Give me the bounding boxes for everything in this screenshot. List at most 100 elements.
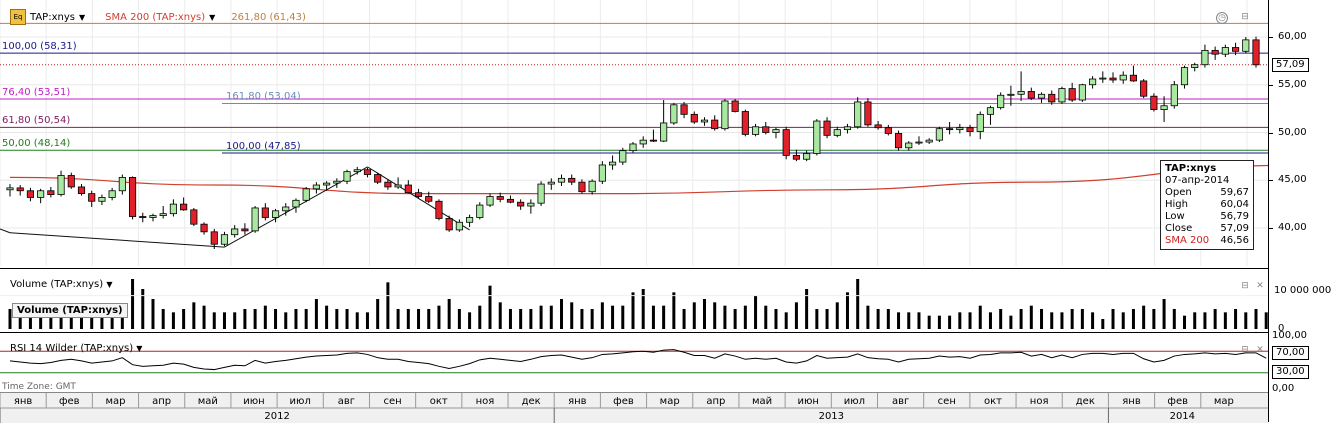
volume-bar	[457, 309, 461, 329]
year-label: 2012	[264, 411, 289, 422]
candle-body	[220, 234, 229, 245]
volume-bar	[182, 309, 186, 329]
clock-icon[interactable]: ◷	[1216, 12, 1228, 24]
volume-axis-zero: 0	[1278, 323, 1285, 334]
volume-bar	[692, 302, 696, 329]
candle-body	[404, 184, 412, 194]
trend-line	[9, 232, 225, 248]
month-label: фев	[1167, 396, 1188, 407]
volume-bar	[845, 292, 849, 329]
fib-top-label: 261,80 (61,43)	[231, 11, 306, 23]
price-tick-label: 45,00	[1278, 174, 1307, 186]
candle-body	[67, 175, 75, 188]
candle-body	[77, 186, 86, 195]
candle-body	[1160, 105, 1168, 110]
volume-bar	[978, 305, 982, 329]
candle-body	[88, 193, 96, 202]
candle-body	[700, 119, 709, 123]
volume-bar	[549, 305, 553, 329]
volume-close-icon[interactable]: ✕	[1256, 281, 1264, 291]
candle-body	[180, 203, 188, 211]
volume-bar	[794, 302, 798, 329]
rsi-close-icon[interactable]: ✕	[1256, 345, 1264, 355]
candle-body	[363, 169, 372, 175]
volume-bar	[39, 312, 43, 329]
volume-bar	[590, 309, 594, 329]
candle-body	[1037, 93, 1046, 99]
volume-bar	[28, 312, 32, 329]
candle-body	[1232, 47, 1240, 52]
volume-bar	[243, 309, 247, 329]
candle-body	[1017, 91, 1025, 95]
volume-bar	[171, 312, 175, 329]
volume-bar	[1244, 312, 1248, 329]
candle-body	[1099, 77, 1107, 80]
volume-bar	[284, 312, 288, 329]
candle-body	[1170, 84, 1178, 107]
candle-body	[343, 171, 351, 182]
candle-body	[292, 199, 300, 208]
volume-bar	[519, 309, 523, 329]
candle-body	[762, 126, 770, 133]
candle-body	[1007, 93, 1015, 96]
volume-bar	[468, 312, 472, 329]
time-axis: янв фев мар апр май июн июл авг сен окт ноя дек янв ф…	[0, 392, 1268, 423]
volume-bar	[192, 302, 196, 329]
candle-body	[527, 202, 535, 207]
volume-bar	[937, 315, 941, 329]
volume-bar	[100, 312, 104, 329]
volume-bar	[233, 312, 237, 329]
fib-level-label: 100,00 (47,85)	[226, 141, 301, 153]
candle-body	[333, 180, 341, 184]
volume-bar	[325, 305, 329, 329]
fib-level-label: 50,00 (48,14)	[2, 138, 71, 150]
month-label: мар	[660, 396, 680, 407]
candle-body	[353, 169, 361, 173]
candle-body	[486, 196, 494, 206]
candle-body	[619, 150, 627, 163]
candle-body	[884, 127, 892, 134]
volume-bar	[1193, 312, 1197, 329]
fib-level-label: 76,40 (53,51)	[2, 86, 71, 98]
volume-bar	[18, 315, 22, 329]
volume-maximize-icon[interactable]: ⊟	[1241, 281, 1249, 291]
volume-bar	[784, 312, 788, 329]
volume-bar	[662, 305, 666, 329]
candle-body	[537, 183, 545, 204]
volume-bar	[437, 305, 441, 329]
sma-dropdown-icon[interactable]: ▼	[209, 12, 216, 22]
candle-body	[670, 104, 678, 124]
month-label: ноя	[476, 396, 495, 407]
volume-bar	[723, 305, 727, 329]
candle-body	[435, 200, 443, 219]
candle-body	[1242, 39, 1250, 52]
volume-bar	[651, 305, 655, 329]
candle-body	[149, 215, 157, 218]
pane-maximize-icon[interactable]: ⊟	[1241, 12, 1249, 22]
price-tick-label: 60,00	[1278, 31, 1307, 42]
candle-body	[312, 184, 320, 190]
volume-title[interactable]: Volume (TAP:xnys) ▼	[10, 279, 113, 290]
year-label: 2014	[1170, 411, 1195, 422]
month-label: окт	[430, 396, 448, 407]
rsi-maximize-icon[interactable]: ⊟	[1241, 345, 1249, 355]
volume-bar	[1121, 312, 1125, 329]
candle-body	[629, 143, 637, 152]
volume-bar	[600, 302, 604, 329]
tooltip-sma: 46,56	[1220, 235, 1249, 246]
chart-type-icon[interactable]: Eq	[10, 9, 26, 25]
rsi-title[interactable]: RSI 14 Wilder (TAP:xnys) ▼	[10, 343, 143, 354]
volume-bar	[682, 309, 686, 329]
volume-bar	[274, 309, 278, 329]
candle-body	[1221, 47, 1229, 55]
volume-bar	[958, 312, 962, 329]
candle-body	[915, 141, 923, 144]
candle-body	[374, 174, 382, 183]
price-chart	[0, 0, 1268, 266]
volume-bar	[263, 305, 267, 329]
symbol-label[interactable]: TAP:xnys	[30, 11, 75, 23]
volume-bar	[1040, 309, 1044, 329]
volume-bar	[1091, 312, 1095, 329]
symbol-dropdown-icon[interactable]: ▼	[78, 12, 86, 22]
sma-label[interactable]: SMA 200 (TAP:xnys)	[105, 11, 206, 23]
